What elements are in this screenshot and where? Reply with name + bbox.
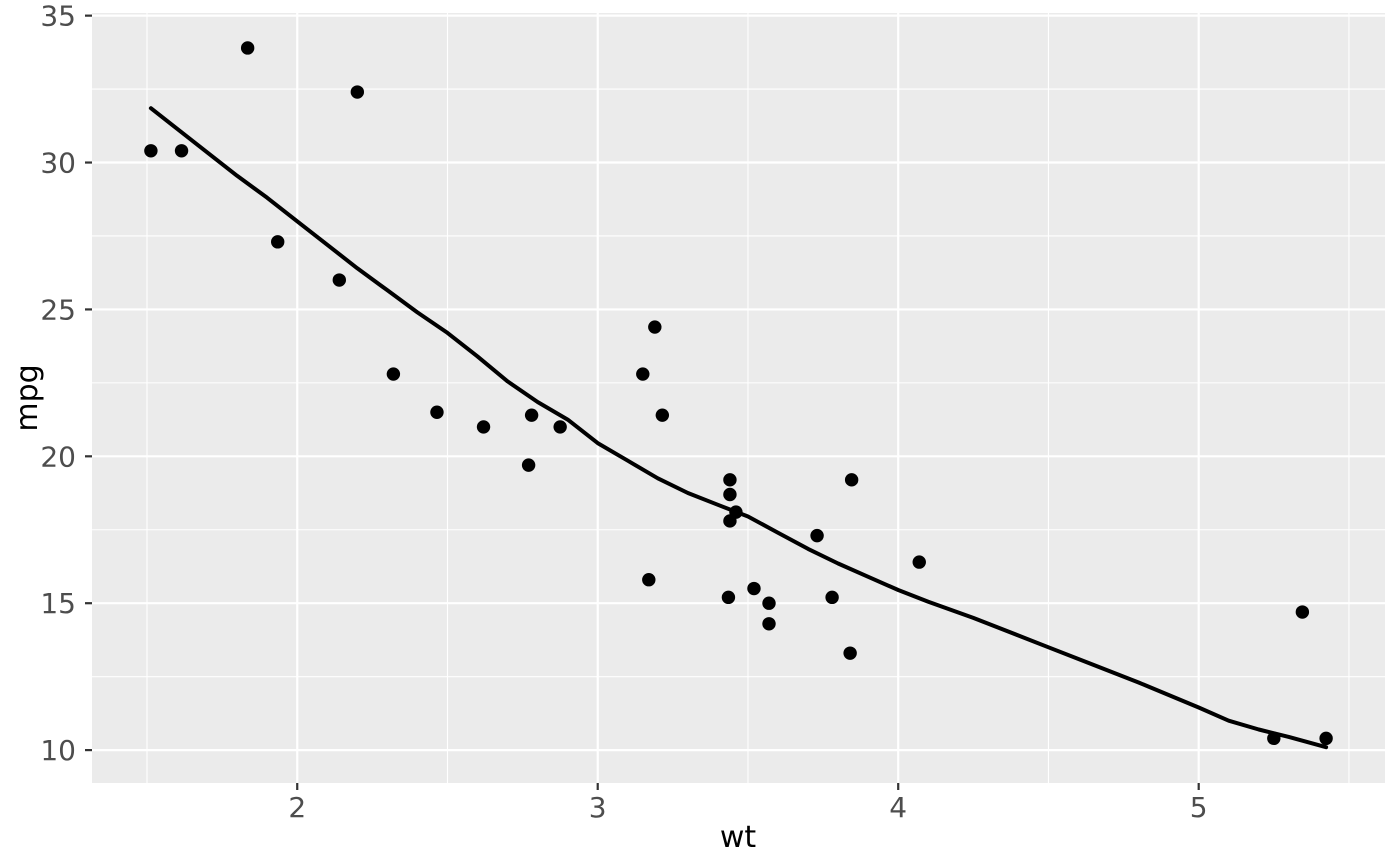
data-point — [174, 144, 189, 158]
data-point — [723, 514, 737, 528]
data-point — [144, 144, 158, 158]
data-point — [642, 573, 656, 587]
data-point — [271, 235, 285, 249]
smooth-line — [148, 106, 1329, 750]
data-point — [636, 367, 650, 381]
data-point — [825, 590, 839, 605]
x-axis-title: wt — [719, 820, 757, 855]
y-tick-label: 20 — [40, 440, 76, 473]
data-point — [386, 367, 401, 381]
data-point — [332, 273, 347, 287]
data-point — [553, 420, 567, 434]
data-point — [1295, 605, 1310, 619]
data-point — [350, 85, 365, 99]
x-tick-label: 5 — [1190, 791, 1208, 824]
data-point — [762, 617, 776, 631]
x-tick-label: 3 — [589, 791, 607, 824]
data-point — [912, 555, 926, 569]
y-tick-label: 30 — [40, 147, 76, 180]
data-point — [843, 646, 857, 660]
data-point — [521, 458, 536, 472]
data-point — [655, 408, 670, 422]
data-point — [844, 473, 859, 487]
data-point — [810, 528, 824, 543]
data-point — [762, 596, 776, 610]
data-point — [648, 320, 662, 334]
y-tick-label: 10 — [40, 734, 76, 767]
data-point — [1319, 731, 1333, 746]
y-tick-label: 35 — [40, 0, 76, 33]
data-point — [476, 420, 491, 434]
data-point — [240, 41, 255, 55]
data-point — [723, 487, 737, 502]
data-point — [747, 581, 761, 596]
y-tick-label: 25 — [40, 293, 76, 326]
x-tick-label: 4 — [889, 791, 907, 824]
x-tick-label: 2 — [288, 791, 306, 824]
plot-panel — [92, 13, 1385, 783]
y-tick-label: 15 — [40, 587, 76, 620]
data-point — [430, 405, 444, 419]
data-point — [721, 590, 736, 605]
y-axis-title: mpg — [10, 364, 45, 432]
data-point — [723, 473, 737, 487]
data-point — [524, 408, 539, 422]
